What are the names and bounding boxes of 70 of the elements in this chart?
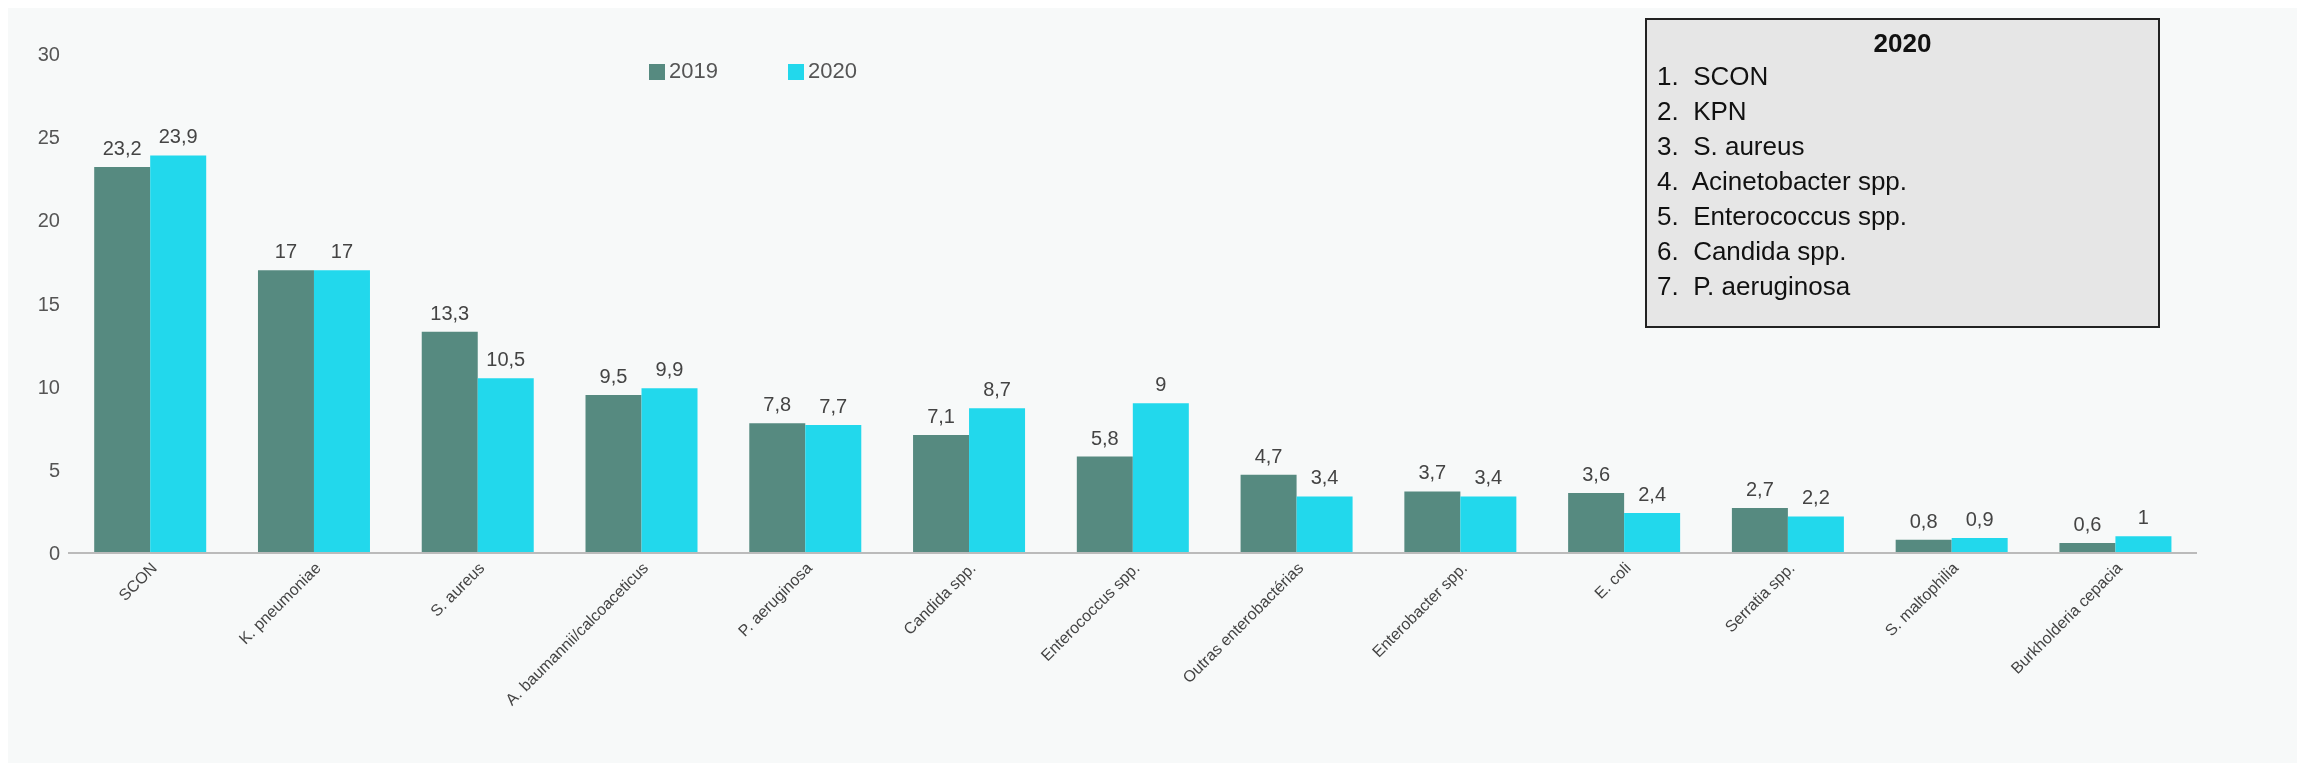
bar [1787, 516, 1844, 553]
bar [2115, 536, 2172, 553]
data-label: 2,4 [1638, 483, 1667, 506]
data-label: 0,8 [1909, 509, 1938, 532]
bar [969, 408, 1026, 553]
x-tick-label: E. coli [1591, 559, 1634, 602]
bar [1132, 403, 1189, 553]
bar [421, 331, 478, 553]
data-label: 7,8 [763, 393, 792, 416]
bar [94, 167, 151, 553]
bar [585, 394, 642, 553]
bar [1296, 496, 1353, 553]
bar [2059, 543, 2116, 553]
data-label: 23,9 [158, 125, 198, 148]
bar [1895, 539, 1952, 553]
bar [1568, 493, 1625, 553]
y-tick-label: 20 [37, 209, 60, 232]
bar [641, 388, 698, 553]
bar [805, 424, 862, 553]
data-label: 0,6 [2073, 513, 2102, 536]
data-label: 4,7 [1254, 444, 1283, 467]
data-label: 3,6 [1582, 463, 1611, 486]
bar [257, 270, 314, 553]
bar [749, 423, 806, 553]
data-label: 9 [1155, 373, 1167, 396]
annotation: 1. SCON [1656, 60, 1770, 93]
data-label: 9,5 [599, 364, 628, 387]
data-label: 3,7 [1418, 461, 1447, 484]
data-label: 7,1 [927, 404, 955, 427]
y-tick-label: 30 [37, 43, 60, 66]
data-label: 7,7 [819, 394, 848, 417]
bar [1624, 513, 1681, 553]
data-label: 9,9 [655, 358, 684, 381]
bar [150, 155, 207, 553]
annotation: 3. S. aureus [1656, 130, 1806, 163]
bar [1240, 474, 1297, 553]
legend-label: 2019 [669, 58, 718, 83]
y-tick-label: 25 [37, 126, 60, 149]
bar [1404, 491, 1461, 553]
legend-label: 2020 [808, 58, 857, 83]
data-label: 17 [274, 240, 298, 263]
y-tick-label: 10 [37, 375, 60, 398]
y-tick-label: 5 [48, 458, 60, 481]
annotation: 4. Acinetobacter spp. [1656, 165, 1909, 198]
data-label: 17 [330, 240, 354, 263]
bar [313, 270, 370, 553]
annotation: 2. KPN [1656, 95, 1748, 128]
data-label: 23,2 [102, 137, 142, 160]
bar [913, 434, 970, 553]
y-tick-label: 0 [48, 542, 60, 565]
data-label: 2,2 [1801, 486, 1830, 509]
annotation: 6. Candida spp. [1656, 235, 1848, 268]
annotation: 2020 [1872, 28, 1933, 59]
annotation: 7. P. aeruginosa [1656, 270, 1852, 303]
data-label: 10,5 [486, 348, 526, 371]
data-label: 13,3 [430, 301, 470, 324]
data-label: 1 [2137, 506, 2149, 529]
bar [1731, 508, 1788, 553]
data-label: 5,8 [1090, 426, 1119, 449]
bar [1460, 496, 1517, 553]
y-tick-label: 15 [37, 292, 60, 315]
data-label: 3,4 [1474, 466, 1503, 489]
annotation: 5. Enterococcus spp. [1656, 200, 1909, 233]
bar [1076, 456, 1133, 553]
data-label: 2,7 [1745, 478, 1774, 501]
data-label: 8,7 [983, 378, 1011, 401]
data-label: 0,9 [1965, 508, 1994, 531]
data-label: 3,4 [1310, 466, 1339, 489]
bar [477, 378, 534, 553]
bar [1951, 538, 2008, 553]
